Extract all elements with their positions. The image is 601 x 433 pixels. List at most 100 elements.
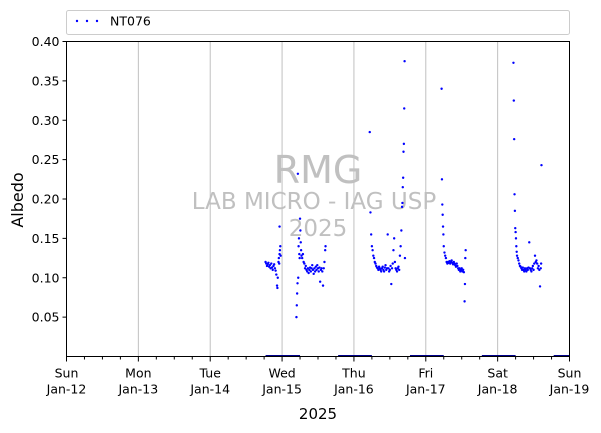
data-point-71: [321, 284, 325, 287]
data-point-137: [443, 251, 446, 254]
data-point-166: [463, 282, 467, 286]
data-point-168: [464, 248, 467, 252]
x-tick-day-7: Sun: [558, 366, 582, 381]
data-point-18: [276, 276, 279, 279]
data-point-9: [270, 266, 274, 269]
data-point-8: [270, 262, 273, 265]
data-point-84: [374, 262, 377, 265]
data-point-211: [538, 285, 542, 288]
data-point-125: [402, 150, 405, 153]
data-point-35: [298, 252, 301, 256]
data-point-117: [397, 268, 401, 272]
data-point-41: [300, 254, 303, 257]
data-point-178: [515, 250, 518, 253]
data-point-131: [440, 178, 444, 181]
data-point-65: [317, 270, 320, 273]
data-point-94: [381, 265, 384, 268]
data-point-165: [463, 300, 466, 303]
data-point-177: [515, 245, 518, 248]
data-point-127: [403, 107, 406, 110]
data-point-4: [267, 261, 270, 264]
data-point-63: [316, 263, 319, 267]
data-point-139: [444, 256, 448, 260]
data-point-158: [458, 267, 461, 270]
data-point-214: [540, 163, 543, 167]
x-tick-date-2: Jan-14: [189, 382, 230, 397]
data-point-213: [539, 262, 543, 265]
data-point-96: [382, 270, 386, 273]
data-point-76: [368, 130, 371, 134]
data-point-155: [456, 264, 459, 268]
data-point-42: [300, 256, 304, 260]
data-point-133: [441, 213, 444, 216]
data-point-98: [384, 263, 387, 267]
data-point-97: [383, 266, 387, 269]
data-point-78: [369, 233, 373, 236]
data-point-111: [393, 260, 397, 264]
data-point-181: [517, 259, 520, 262]
data-point-69: [320, 267, 323, 270]
data-point-108: [391, 262, 394, 265]
data-point-173: [513, 209, 517, 213]
data-point-39: [299, 241, 302, 244]
x-tick-day-4: Thu: [341, 366, 365, 381]
data-point-16: [275, 284, 279, 287]
data-point-169: [512, 61, 515, 64]
data-point-134: [441, 225, 445, 228]
data-point-201: [531, 264, 535, 268]
data-point-147: [450, 259, 453, 262]
data-point-12: [272, 263, 276, 266]
legend: NT076: [66, 10, 570, 35]
data-point-32: [297, 276, 300, 279]
watermark-line-2: LAB MICRO - IAG USP: [192, 189, 437, 215]
data-point-27: [295, 315, 298, 319]
y-tick-label-4: 0.25: [32, 152, 60, 167]
data-point-38: [299, 229, 302, 232]
data-point-120: [400, 229, 403, 232]
data-point-206: [535, 259, 538, 262]
data-point-61: [314, 265, 318, 268]
data-point-81: [372, 254, 375, 257]
data-point-82: [372, 256, 376, 260]
data-point-43: [301, 252, 305, 256]
data-point-46: [303, 267, 307, 270]
y-tick-label-7: 0.40: [32, 34, 60, 49]
data-point-29: [295, 292, 299, 295]
data-point-118: [398, 254, 402, 257]
x-axis-label: 2025: [299, 405, 337, 423]
data-point-180: [516, 256, 519, 260]
data-point-58: [312, 272, 315, 276]
data-point-17: [276, 286, 279, 290]
data-point-49: [306, 270, 309, 273]
data-point-55: [310, 267, 313, 270]
data-point-101: [386, 233, 389, 236]
data-point-164: [462, 271, 466, 274]
data-point-129: [403, 256, 407, 260]
y-axis: 0.05 0.10 0.15 0.20 0.25 0.30 0.35 0.40: [32, 34, 67, 325]
data-point-23: [278, 248, 282, 252]
data-point-45: [303, 262, 306, 265]
y-tick-label-1: 0.10: [32, 270, 60, 285]
data-point-119: [399, 245, 402, 248]
data-point-163: [461, 268, 465, 272]
data-point-15: [275, 273, 278, 276]
data-point-56: [311, 263, 314, 267]
data-point-138: [443, 254, 447, 257]
data-point-107: [390, 267, 394, 270]
x-tick-date-4: Jan-16: [333, 382, 374, 397]
data-point-62: [315, 268, 318, 272]
x-tick-day-3: Wed: [268, 366, 295, 381]
x-tick-day-1: Mon: [125, 366, 151, 381]
data-point-75: [324, 245, 327, 248]
data-point-200: [530, 267, 534, 270]
y-tick-label-6: 0.35: [32, 73, 60, 88]
data-point-21: [277, 262, 281, 265]
data-point-209: [537, 264, 540, 268]
data-point-179: [515, 254, 519, 257]
data-point-60: [313, 270, 317, 273]
data-point-212: [539, 267, 542, 270]
series-nt076: [264, 59, 543, 319]
x-tick-date-3: Jan-15: [261, 382, 302, 397]
data-point-77: [369, 211, 372, 214]
data-point-189: [523, 270, 526, 273]
